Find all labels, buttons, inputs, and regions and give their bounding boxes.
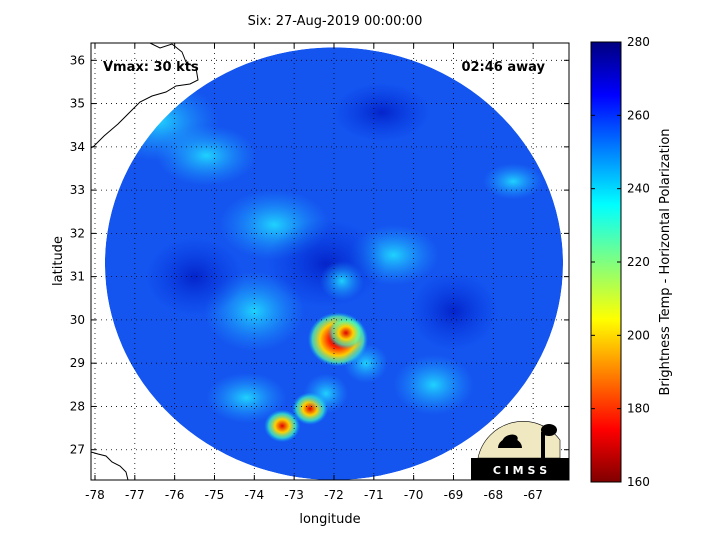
swath-texture (206, 372, 287, 423)
x-tick-label: -73 (284, 488, 304, 502)
y-tick-label: 28 (70, 399, 85, 413)
swath-texture (331, 82, 432, 143)
coastline (91, 43, 199, 149)
feature-rain-band (304, 373, 349, 414)
axes-frame (90, 42, 570, 481)
colorbar-tick-label: 180 (627, 402, 650, 416)
colorbar-tick-label: 220 (627, 255, 650, 269)
colorbar-tick-label: 280 (627, 35, 650, 49)
colorbar (590, 41, 622, 483)
swath-texture (144, 236, 245, 317)
x-axis-label: longitude (299, 512, 360, 527)
feature-convective-cell (264, 409, 301, 443)
x-tick-label: -72 (324, 488, 344, 502)
x-tick-label: -75 (205, 488, 225, 502)
swath-texture (483, 163, 544, 200)
logo-sun (477, 421, 561, 459)
y-tick-label: 29 (70, 356, 85, 370)
x-tick-label: -70 (404, 488, 424, 502)
colorbar-tick-label: 200 (627, 328, 650, 342)
cimss-logo: C I M S S (471, 421, 569, 480)
colorbar-tick-label: 240 (627, 182, 650, 196)
x-tick-label: -77 (125, 488, 145, 502)
y-tick-label: 33 (70, 183, 85, 197)
colorbar-label: Brightness Temp - Horizontal Polarizatio… (658, 128, 673, 395)
chart-title: Six: 27-Aug-2019 00:00:00 (247, 14, 423, 29)
x-tick-label: -78 (85, 488, 105, 502)
water-tower-tank (541, 424, 557, 436)
swath-texture (408, 271, 499, 352)
y-tick-label: 27 (70, 443, 85, 457)
x-tick-label: -67 (523, 488, 543, 502)
x-tick-label: -69 (444, 488, 464, 502)
feature-inner-band (327, 316, 364, 350)
x-tick-label: -68 (484, 488, 504, 502)
y-tick-label: 30 (70, 313, 85, 327)
water-tower-icon (541, 432, 545, 458)
feature-rain-band (343, 343, 388, 383)
y-tick-label: 32 (70, 226, 85, 240)
y-tick-label: 35 (70, 97, 85, 111)
logo-text: C I M S S (493, 464, 547, 477)
coastline-south (91, 451, 129, 480)
colorbar-tick-label: 160 (627, 475, 650, 489)
logo-bar (471, 458, 569, 480)
y-tick-label: 31 (70, 270, 85, 284)
ticks: -78 -77 -76 -75 -74 -73 -72 -71 -70 -69 -68 -67 27 28… (70, 43, 569, 502)
x-tick-label: -74 (245, 488, 265, 502)
swath-texture (393, 354, 474, 415)
satellite-dish-icon (502, 434, 518, 446)
y-tick-label: 34 (70, 140, 85, 154)
swath-texture (266, 218, 387, 309)
time-away-label: 02:46 away (461, 60, 545, 75)
colorbar-ticks: 280 260 240 220 200 180 160 (591, 35, 650, 489)
colorbar-tick-label: 260 (627, 108, 650, 122)
swath-image (104, 47, 564, 480)
x-tick-label: -71 (364, 488, 384, 502)
vmax-label: Vmax: 30 kts (103, 60, 199, 75)
y-axis-label: latitude (51, 236, 66, 286)
swath-texture (156, 125, 257, 186)
y-tick-label: 36 (70, 53, 85, 67)
feature-rain-band (319, 261, 364, 301)
x-tick-label: -76 (165, 488, 185, 502)
